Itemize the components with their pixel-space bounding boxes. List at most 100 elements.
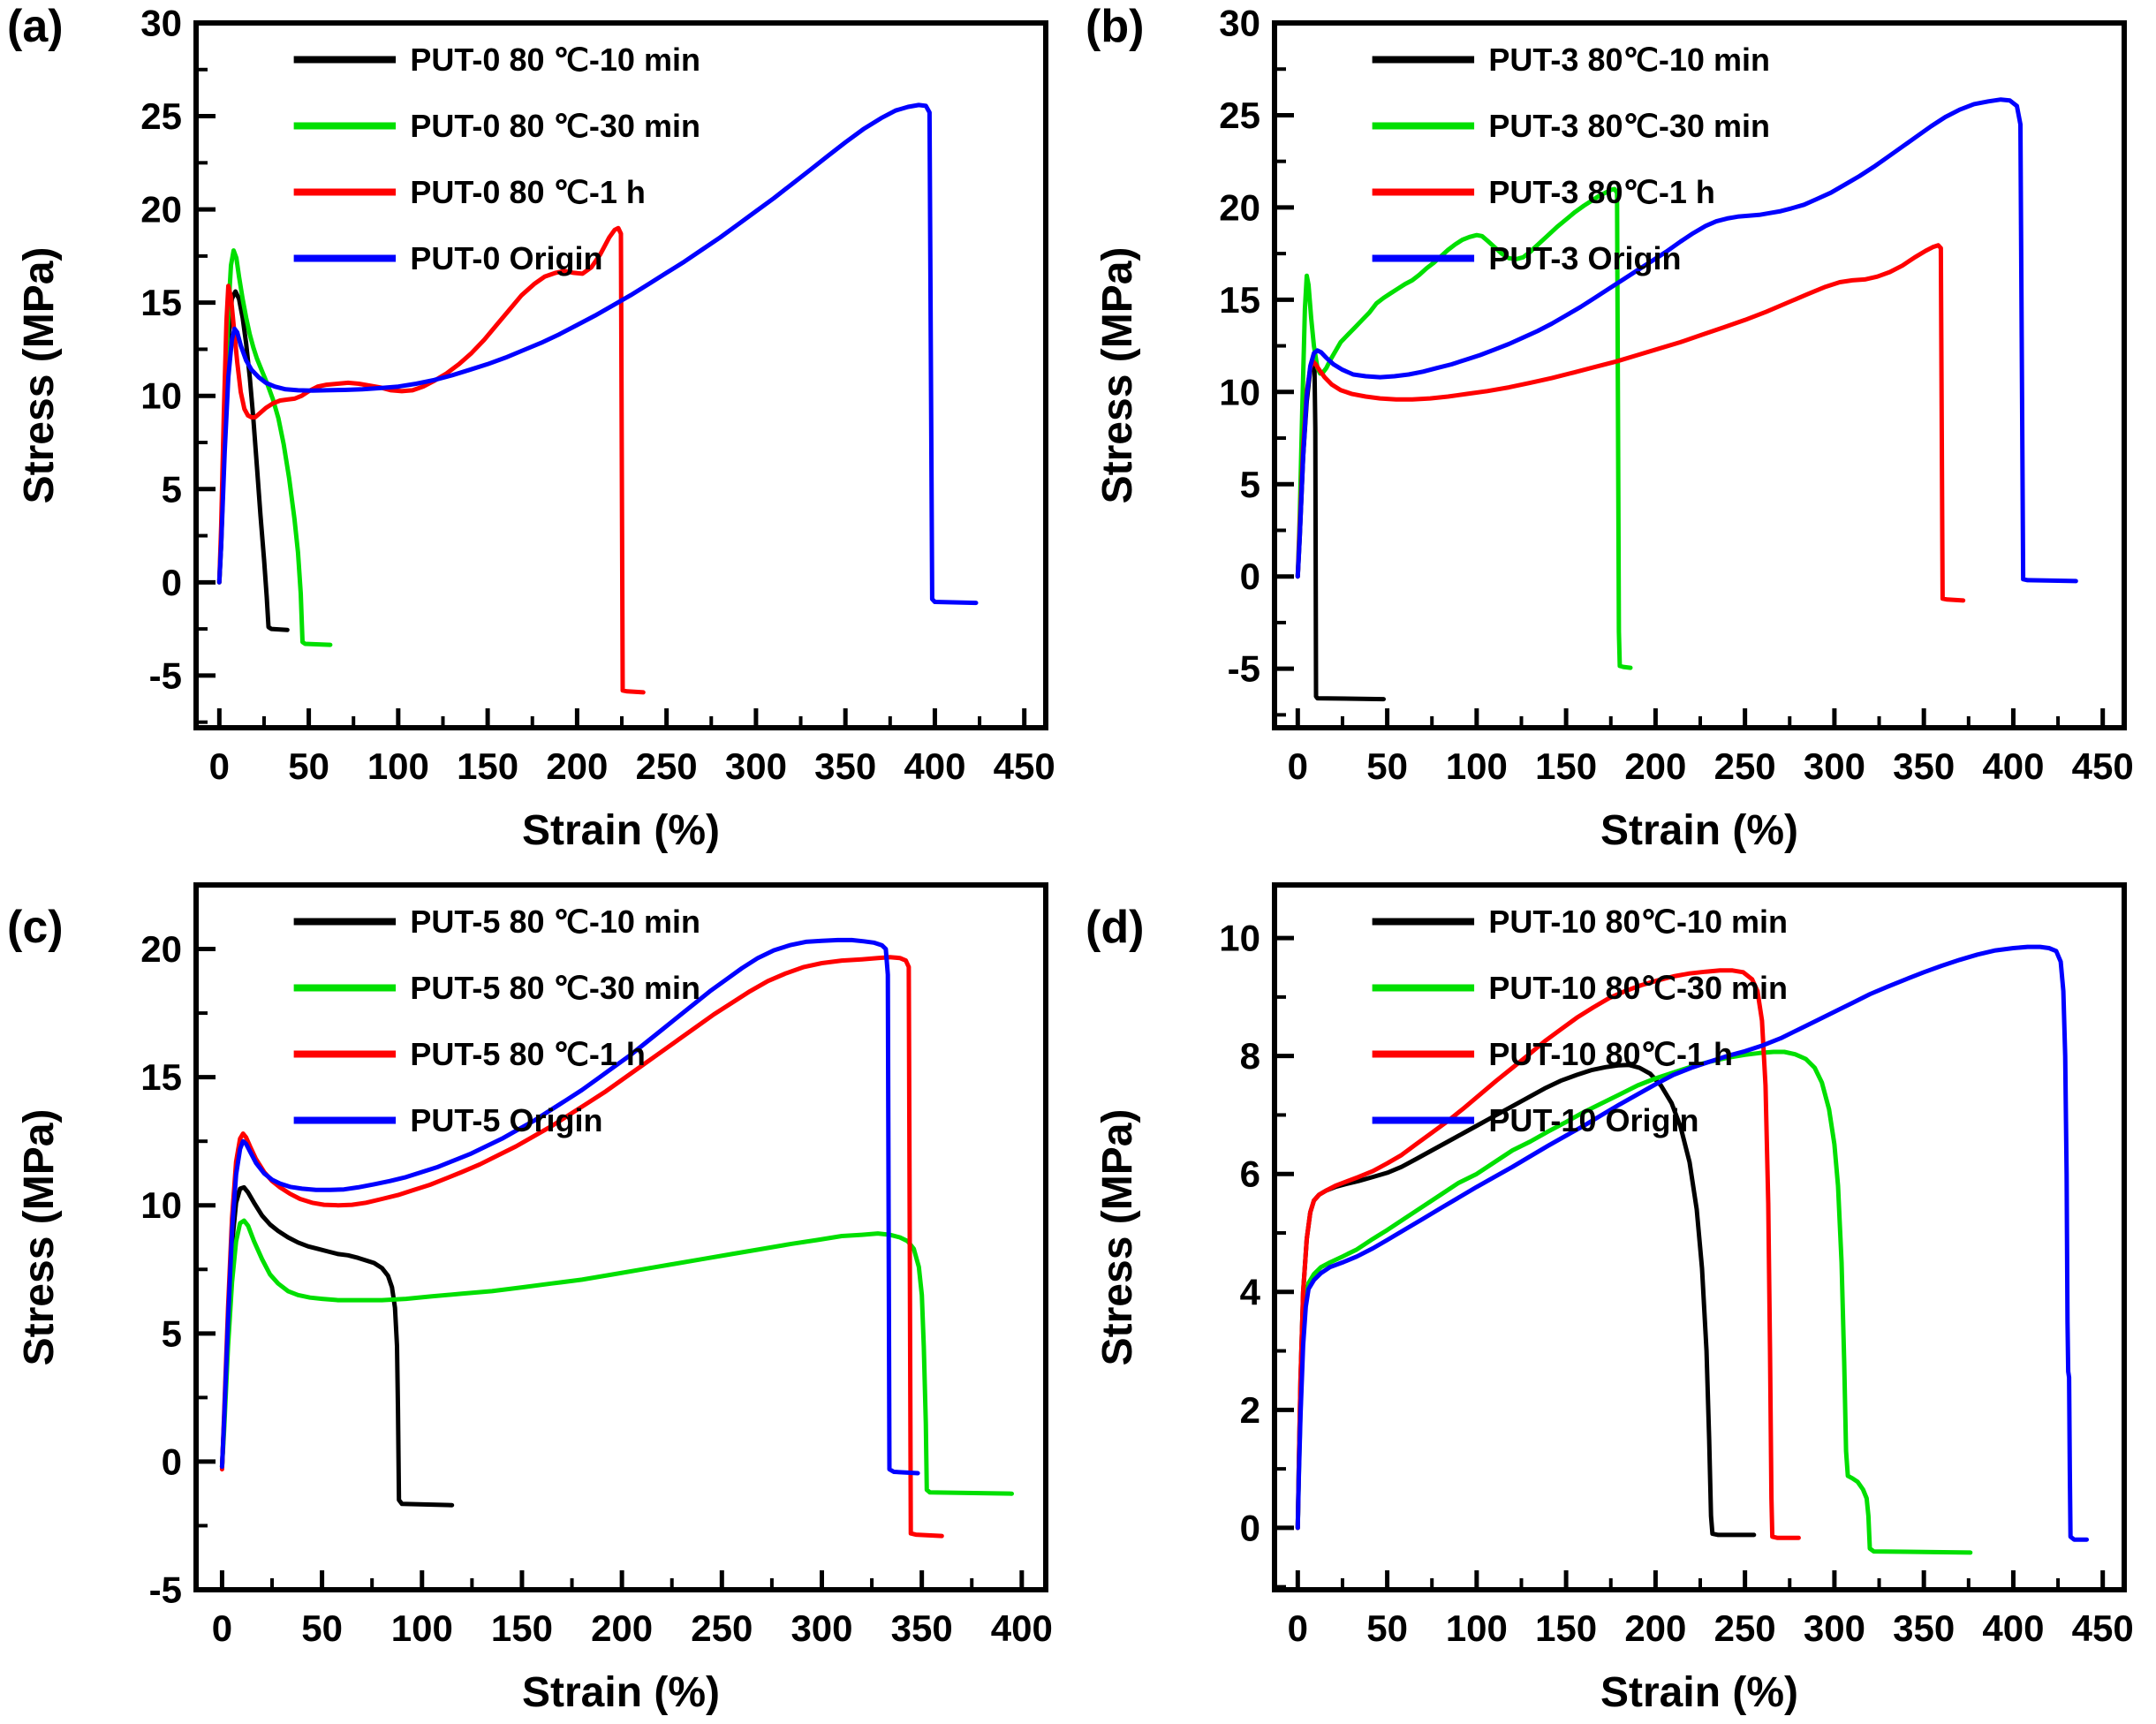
x-axis-title: Strain (%) — [522, 1669, 720, 1716]
x-tick-label: 150 — [457, 745, 518, 787]
panel-b: (b) 0 50 100 150 200 250 300 350 400 450 -5 0 5 10 15 2… — [1078, 0, 2156, 862]
plot-box — [1272, 882, 2127, 1592]
x-tick-label: 50 — [288, 745, 329, 787]
y-tick-label: 20 — [1219, 186, 1260, 228]
panel-a-plot: 0 50 100 150 200 250 300 350 400 450 -5 0 5 10 15 20 25 3… — [16, 3, 1055, 855]
x-tick-label: 450 — [994, 745, 1055, 787]
x-axis-title: Strain (%) — [522, 807, 720, 854]
legend-label: PUT-5 Origin — [410, 1102, 602, 1138]
panel-d-plot: 0 50 100 150 200 250 300 350 400 450 0 2 4 6 8 10 Strain… — [1094, 882, 2134, 1716]
legend-label: PUT-10 80℃-30 min — [1488, 970, 1788, 1006]
series-curve — [1295, 1049, 1973, 1555]
legend-label: PUT-3 80℃-1 h — [1488, 174, 1715, 210]
series-curve — [219, 1184, 455, 1508]
plot-box — [193, 882, 1048, 1592]
y-tick-label: 5 — [162, 1312, 182, 1354]
x-tick-label: 100 — [391, 1607, 453, 1649]
y-tick-label: 5 — [162, 468, 182, 510]
legend-label: PUT-5 80 ℃-30 min — [410, 970, 700, 1006]
y-tick-label: 8 — [1240, 1035, 1260, 1077]
y-tick-label: 20 — [140, 928, 182, 970]
x-tick-label: 150 — [491, 1607, 553, 1649]
x-tick-label: 400 — [904, 745, 965, 787]
legend-label: PUT-5 80 ℃-1 h — [410, 1036, 646, 1072]
y-tick-label: 5 — [1240, 464, 1260, 505]
y-tick-label: 30 — [140, 3, 182, 44]
x-tick-label: 350 — [891, 1607, 953, 1649]
legend-label: PUT-0 80 ℃-30 min — [410, 108, 700, 144]
y-tick-label: 25 — [1219, 95, 1260, 136]
legend-label: PUT-0 80 ℃-1 h — [410, 174, 646, 210]
series-curve — [1295, 356, 1386, 702]
panel-b-plot: 0 50 100 150 200 250 300 350 400 450 -5 0 5 10 15 20 25 3… — [1094, 3, 2134, 855]
panel-c-label: (c) — [7, 902, 64, 953]
x-tick-label: 0 — [212, 1607, 232, 1649]
x-tick-label: 0 — [209, 745, 230, 787]
y-tick-label: 10 — [1219, 918, 1260, 959]
x-tick-label: 250 — [1714, 1607, 1776, 1649]
legend-label: PUT-5 80 ℃-10 min — [410, 904, 700, 940]
x-tick-label: 400 — [991, 1607, 1053, 1649]
y-tick-label: 6 — [1240, 1153, 1260, 1195]
x-tick-label: 0 — [1288, 1607, 1308, 1649]
y-tick-label: 20 — [140, 189, 182, 231]
y-axis-title: Stress (MPa) — [1094, 247, 1141, 504]
x-tick-label: 450 — [2072, 745, 2134, 787]
x-tick-label: 200 — [546, 745, 608, 787]
x-tick-label: 400 — [1982, 1607, 2044, 1649]
x-tick-label: 200 — [1624, 1607, 1686, 1649]
series-curve — [216, 225, 646, 695]
plot-box — [1272, 20, 2127, 730]
x-tick-label: 300 — [725, 745, 787, 787]
x-tick-label: 100 — [1446, 745, 1508, 787]
legend-label: PUT-10 Origin — [1488, 1102, 1698, 1138]
series-curve — [1295, 944, 2089, 1542]
x-tick-label: 150 — [1535, 1607, 1597, 1649]
series-curve — [1295, 243, 1966, 603]
plot-box — [193, 20, 1048, 730]
panel-a-label: (a) — [7, 1, 64, 52]
x-axis-title: Strain (%) — [1600, 1669, 1798, 1716]
y-tick-label: 30 — [1219, 3, 1260, 44]
x-tick-label: 50 — [1366, 1607, 1408, 1649]
legend-label: PUT-10 80℃-10 min — [1488, 904, 1788, 940]
x-tick-label: 200 — [1624, 745, 1686, 787]
y-tick-label: 2 — [1240, 1389, 1260, 1431]
x-tick-label: 100 — [367, 745, 429, 787]
panel-c-plot: 0 50 100 150 200 250 300 350 400 -5 0 5 10 15 20 Strain… — [16, 882, 1053, 1716]
y-tick-label: 10 — [1219, 371, 1260, 412]
y-tick-label: 15 — [140, 282, 182, 323]
series-curve — [219, 1218, 1014, 1496]
series-curve — [1295, 97, 2078, 584]
y-tick-label: 0 — [1240, 556, 1260, 597]
x-tick-label: 0 — [1288, 745, 1308, 787]
x-tick-label: 300 — [1804, 1607, 1865, 1649]
y-axis-title: Stress (MPa) — [1094, 1109, 1141, 1366]
y-tick-label: 15 — [140, 1056, 182, 1098]
panel-d-label: (d) — [1086, 902, 1145, 953]
series-curve — [219, 937, 920, 1476]
series-curve — [216, 102, 979, 606]
panel-d: (d) 0 50 100 150 200 250 300 350 400 450 0 2 4 6 8 10 St… — [1078, 862, 2156, 1724]
y-tick-label: 10 — [140, 375, 182, 417]
y-tick-label: -5 — [149, 654, 182, 696]
x-tick-label: 350 — [1893, 1607, 1955, 1649]
y-tick-label: -5 — [1228, 648, 1260, 690]
legend-label: PUT-3 Origin — [1488, 240, 1681, 276]
y-tick-label: 0 — [162, 562, 182, 603]
legend-label: PUT-10 80℃-1 h — [1488, 1036, 1733, 1072]
legend-label: PUT-3 80℃-30 min — [1488, 108, 1770, 144]
x-tick-label: 300 — [1804, 745, 1865, 787]
legend-label: PUT-3 80℃-10 min — [1488, 42, 1770, 78]
x-tick-label: 250 — [636, 745, 698, 787]
legend-label: PUT-0 Origin — [410, 240, 602, 276]
y-tick-label: 10 — [140, 1184, 182, 1226]
panel-a: (a) 0 50 100 150 200 250 300 350 400 450 -5 0 5 10 15 2… — [0, 0, 1078, 862]
y-tick-label: 15 — [1219, 279, 1260, 321]
y-tick-label: 25 — [140, 95, 182, 137]
x-tick-label: 50 — [1366, 745, 1408, 787]
x-tick-label: 300 — [791, 1607, 852, 1649]
y-axis-title: Stress (MPa) — [16, 247, 63, 504]
y-axis-title: Stress (MPa) — [16, 1109, 63, 1366]
y-tick-label: -5 — [149, 1569, 182, 1611]
